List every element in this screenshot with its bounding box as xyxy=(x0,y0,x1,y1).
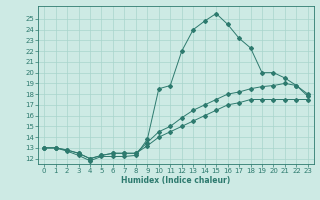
X-axis label: Humidex (Indice chaleur): Humidex (Indice chaleur) xyxy=(121,176,231,185)
